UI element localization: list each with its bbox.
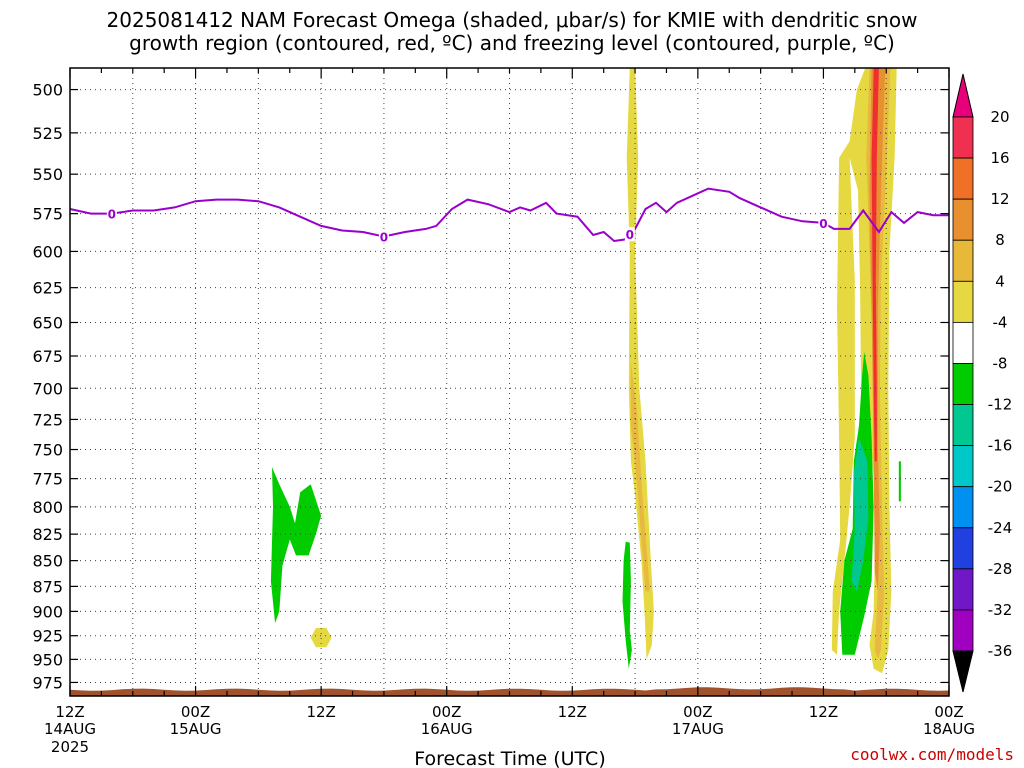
y-tick-label: 925 (32, 627, 63, 646)
colorbar-segment (952, 239, 974, 282)
omega-region (310, 628, 332, 648)
colorbar-label: -12 (988, 396, 1013, 414)
x-tick-label: 15AUG (170, 720, 222, 738)
x-tick-label: 00Z (432, 703, 461, 721)
freezing-level-label: 0 (108, 208, 116, 222)
x-tick-label: 17AUG (672, 720, 724, 738)
plot-frame (69, 67, 950, 697)
y-tick-label: 950 (32, 650, 63, 669)
y-tick-label: 600 (32, 242, 63, 261)
y-tick-label: 825 (32, 525, 63, 544)
colorbar-segment (952, 321, 974, 364)
x-tick-label: 12Z (306, 703, 335, 721)
freezing-label-bg (106, 206, 117, 221)
y-tick-label: 500 (32, 81, 63, 100)
x-tick-label: 12Z (809, 703, 838, 721)
colorbar-label: 16 (990, 149, 1009, 167)
x-tick-label: 18AUG (923, 720, 975, 738)
freezing-label-bg (818, 215, 829, 230)
colorbar-label: 8 (995, 231, 1005, 249)
colorbar-segment (952, 363, 974, 405)
y-tick-label: 625 (32, 279, 63, 298)
colorbar-bottom-arrow (952, 650, 974, 693)
y-tick-label: 900 (32, 602, 63, 621)
omega-region (626, 68, 654, 660)
colorbar-segment (952, 445, 974, 488)
colorbar-label: -4 (993, 313, 1008, 331)
y-tick-label: 575 (32, 205, 63, 224)
freezing-label-bg (624, 227, 635, 242)
colorbar-label: 4 (995, 272, 1005, 290)
colorbar-label: -36 (988, 642, 1013, 660)
y-tick-label: 725 (32, 410, 63, 429)
x-tick-label: 00Z (683, 703, 712, 721)
y-tick-label: 700 (32, 379, 63, 398)
x-tick-label: 12Z (558, 703, 587, 721)
colorbar: 20 16 12 8 4 -4 -8 -12 -16 -20 -24 -28 -32 -36 (952, 73, 1013, 693)
colorbar-segment (952, 116, 974, 159)
omega-region (871, 68, 879, 462)
colorbar-segment (952, 404, 974, 447)
y-tick-label: 850 (32, 552, 63, 571)
x-tick-label: 12Z (55, 703, 84, 721)
freezing-level-label: 0 (380, 231, 388, 245)
freezing-level-contour: 0 0 0 0 (69, 187, 949, 245)
omega-region (851, 437, 869, 592)
omega-shading (270, 68, 901, 674)
y-tick-label: 775 (32, 470, 63, 489)
colorbar-segment (952, 157, 974, 200)
chart-title-line1: 2025081412 NAM Forecast Omega (shaded, μ… (107, 8, 918, 32)
colorbar-label: 12 (990, 190, 1009, 208)
colorbar-label: 20 (990, 108, 1009, 126)
y-axis-ticks: 500 525 550 575 600 625 650 675 700 725 750 775 800 8… (32, 81, 949, 692)
colorbar-label: -24 (988, 519, 1013, 537)
omega-region (622, 541, 632, 669)
colorbar-segment (952, 486, 974, 529)
freezing-level-label: 0 (626, 228, 634, 242)
x-tick-label: 16AUG (421, 720, 473, 738)
y-tick-label: 875 (32, 577, 63, 596)
y-tick-label: 675 (32, 347, 63, 366)
colorbar-label: -8 (993, 354, 1008, 372)
colorbar-segment (952, 280, 974, 323)
y-tick-label: 975 (32, 673, 63, 692)
y-tick-label: 800 (32, 498, 63, 517)
freezing-label-bg (378, 229, 389, 244)
colorbar-label: -32 (988, 601, 1013, 619)
x-tick-label: 2025 (51, 738, 89, 756)
credit-text: coolwx.com/models (850, 745, 1014, 764)
colorbar-label: -16 (988, 437, 1013, 455)
omega-region (898, 461, 901, 502)
y-tick-label: 750 (32, 441, 63, 460)
x-tick-label: 00Z (934, 703, 963, 721)
chart-title-line2: growth region (contoured, red, ºC) and f… (129, 31, 895, 55)
x-axis-label: Forecast Time (UTC) (414, 748, 605, 768)
colorbar-top-arrow (952, 73, 974, 118)
freezing-level-label: 0 (819, 217, 827, 231)
colorbar-segment (952, 609, 974, 652)
grid-lines (70, 68, 949, 696)
omega-region (270, 467, 322, 624)
colorbar-segment (952, 568, 974, 611)
colorbar-label: -28 (988, 560, 1013, 578)
x-tick-label: 00Z (181, 703, 210, 721)
colorbar-segment (952, 527, 974, 570)
y-tick-label: 550 (32, 165, 63, 184)
x-tick-label: 14AUG (44, 720, 96, 738)
y-tick-label: 650 (32, 313, 63, 332)
colorbar-segment (952, 198, 974, 241)
y-tick-label: 525 (32, 124, 63, 143)
colorbar-label: -20 (988, 478, 1013, 496)
